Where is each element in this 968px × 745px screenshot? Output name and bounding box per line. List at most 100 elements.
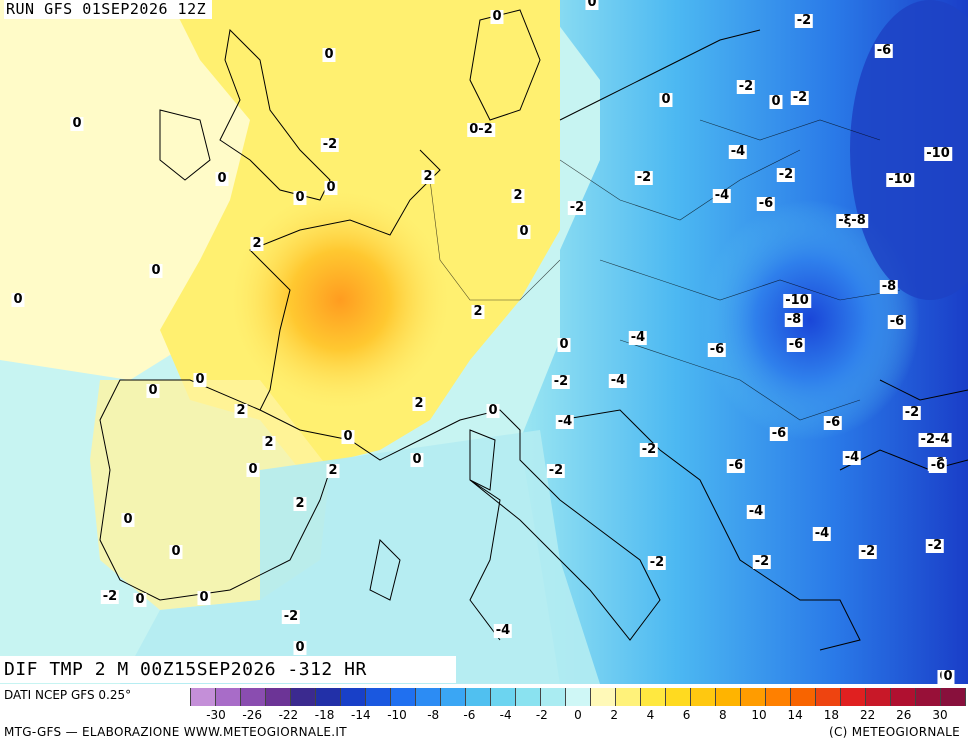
color-scale-tick-label: -26 xyxy=(242,708,262,722)
isoline-value-label: 0 xyxy=(341,429,355,444)
isoline-value-label: -ξ-8 xyxy=(836,213,868,228)
color-scale-tick-label: 26 xyxy=(896,708,912,722)
footer-copyright: (C) METEOGIORNALE xyxy=(828,725,960,739)
isoline-value-label: -2 xyxy=(925,538,945,553)
color-scale-swatch xyxy=(941,688,966,706)
isoline-value-label: -2 xyxy=(752,554,772,569)
isoline-value-label: -2 xyxy=(546,463,566,478)
color-scale-swatch xyxy=(766,688,791,706)
color-scale-swatch xyxy=(866,688,891,706)
isoline-value-label: -4 xyxy=(842,450,862,465)
isoline-value-label: 0 xyxy=(146,383,160,398)
isoline-value-label: -2 xyxy=(634,170,654,185)
color-scale-tick-label: 22 xyxy=(859,708,876,722)
color-scale-tick-label: 2 xyxy=(610,708,619,722)
color-scale-swatch xyxy=(591,688,616,706)
isoline-value-label: 0 xyxy=(215,171,229,186)
isoline-value-label: -6 xyxy=(887,314,907,329)
isoline-value-label: -4 xyxy=(746,504,766,519)
data-source-label: DATI NCEP GFS 0.25° xyxy=(4,688,132,702)
color-scale-swatch xyxy=(716,688,741,706)
color-scale-tick-label: -14 xyxy=(350,708,371,722)
isoline-value-label: 0 xyxy=(517,224,531,239)
isoline-value-label: 0 xyxy=(293,640,307,655)
isoline-value-label: 0 xyxy=(410,452,424,467)
isoline-value-label: -2 xyxy=(639,442,659,457)
isoline-value-label: -2 xyxy=(551,374,571,389)
color-scale-swatch xyxy=(291,688,316,706)
isoline-value-label: -6 xyxy=(823,415,843,430)
color-scale-tick-label: 4 xyxy=(646,708,655,722)
isoline-value-label: 0 xyxy=(941,669,955,684)
color-scale-swatch xyxy=(466,688,491,706)
isoline-value-label: -10 xyxy=(783,293,811,308)
color-scale-swatch xyxy=(216,688,241,706)
field-label: DIF TMP 2 M 00Z15SEP2026 -312 HR xyxy=(0,656,456,683)
isoline-value-label: 0 xyxy=(486,403,500,418)
isoline-value-label: -2 xyxy=(736,79,756,94)
temperature-anomaly-map: RUN GFS 01SEP2026 12Z 0 0 0 -2 0 0-2 0 2 2 0 0 2 0 -2… xyxy=(0,0,968,684)
color-scale-tick-label: -2 xyxy=(535,708,548,722)
footer-credit: MTG-GFS — ELABORAZIONE WWW.METEOGIORNALE… xyxy=(4,725,347,739)
color-scale-tick-label: 10 xyxy=(751,708,767,722)
isoline-value-label: 0-2 xyxy=(467,122,495,137)
isoline-value-label: 2 xyxy=(511,188,525,203)
isoline-value-label: 0 xyxy=(197,590,211,605)
isoline-value-label: 2 xyxy=(234,403,248,418)
isoline-value-label: -2 xyxy=(320,137,340,152)
color-scale-tick-label: 30 xyxy=(932,708,948,722)
isoline-value-label: 0 xyxy=(490,9,504,24)
color-scale-tick-label: -30 xyxy=(206,708,226,722)
isoline-value-label: -8 xyxy=(879,279,899,294)
isoline-value-label: -2 xyxy=(858,544,878,559)
isoline-value-label: -2 xyxy=(100,589,120,604)
isoline-value-label: 2 xyxy=(471,304,485,319)
isoline-value-label: 2 xyxy=(293,496,307,511)
isoline-value-label: -6 xyxy=(726,458,746,473)
isoline-value-label: 0 xyxy=(557,337,571,352)
isoline-value-label: -2 xyxy=(902,405,922,420)
color-scale-swatch xyxy=(391,688,416,706)
isoline-value-label: -6 xyxy=(928,458,948,473)
isoline-value-label: 0 xyxy=(293,190,307,205)
color-scale-swatch xyxy=(366,688,391,706)
map-canvas xyxy=(0,0,968,684)
color-scale-swatch xyxy=(416,688,441,706)
isoline-value-label: -4 xyxy=(628,330,648,345)
color-scale-bar xyxy=(190,688,966,706)
isoline-value-label: -4 xyxy=(493,623,513,638)
color-scale-swatch xyxy=(341,688,366,706)
run-label: RUN GFS 01SEP2026 12Z xyxy=(4,0,213,19)
color-scale-swatch xyxy=(666,688,691,706)
isoline-value-label: 0 xyxy=(246,462,260,477)
isoline-value-label: 0 xyxy=(169,544,183,559)
isoline-value-label: -4 xyxy=(812,526,832,541)
isoline-value-label: 0 xyxy=(193,372,207,387)
color-scale-swatch xyxy=(266,688,291,706)
color-scale-swatch xyxy=(566,688,591,706)
isoline-value-label: -4 xyxy=(555,414,575,429)
isoline-value-label: 2 xyxy=(412,396,426,411)
isoline-value-label: -6 xyxy=(786,337,806,352)
isoline-value-label: -6 xyxy=(874,43,894,58)
isoline-value-label: -2 xyxy=(790,90,810,105)
isoline-value-label: -4 xyxy=(608,373,628,388)
color-scale-swatch xyxy=(541,688,566,706)
isoline-value-label: -4 xyxy=(712,188,732,203)
color-scale-swatch xyxy=(916,688,941,706)
color-scale-swatch xyxy=(791,688,816,706)
isoline-value-label: -2 xyxy=(794,13,814,28)
color-scale-swatch xyxy=(891,688,916,706)
color-scale-tick-label: 6 xyxy=(682,708,691,722)
isoline-value-label: 0 xyxy=(121,512,135,527)
color-scale-swatch xyxy=(841,688,866,706)
isoline-value-label: 0 xyxy=(769,94,783,109)
color-scale-swatch xyxy=(816,688,841,706)
isoline-value-label: 2 xyxy=(421,169,435,184)
isoline-value-label: 0 xyxy=(322,47,336,62)
isoline-value-label: 0 xyxy=(324,180,338,195)
isoline-value-label: -2-4 xyxy=(918,432,952,447)
isoline-value-label: -6 xyxy=(756,196,776,211)
color-scale-tick-label: -4 xyxy=(499,708,512,722)
color-scale-swatch xyxy=(741,688,766,706)
